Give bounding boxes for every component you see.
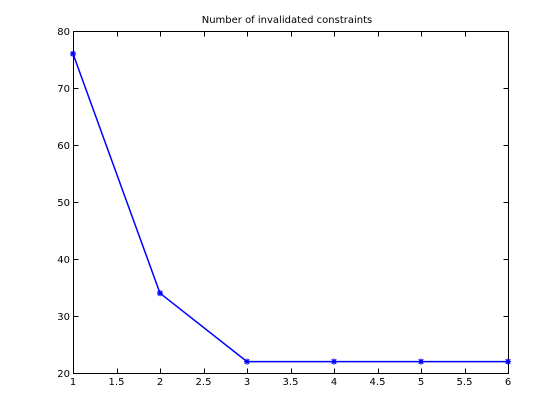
data-point: [157, 290, 163, 297]
plot-area: [73, 31, 509, 374]
x-tick: 5: [418, 31, 424, 388]
x-tick: 1.5: [109, 31, 125, 388]
x-tick: 3.5: [283, 31, 299, 388]
x-tick-label: 4: [331, 377, 337, 388]
y-tick: 30: [57, 312, 509, 323]
data-point: [418, 358, 424, 365]
y-tick: 20: [57, 369, 509, 380]
y-tick: 50: [57, 198, 509, 209]
y-tick-label: 60: [57, 141, 70, 152]
chart-title: Number of invalidated constraints: [202, 15, 373, 26]
x-tick: 2.5: [196, 31, 212, 388]
y-tick-label: 70: [57, 84, 70, 95]
y-axis: 20 30 40 50 60 70 80: [57, 27, 509, 380]
data-point: [331, 358, 337, 365]
y-tick-label: 30: [57, 312, 70, 323]
y-tick-label: 40: [57, 255, 70, 266]
x-tick-label: 1: [70, 377, 76, 388]
x-tick-label: 5: [418, 377, 424, 388]
x-tick: 4: [331, 31, 337, 388]
y-tick: 40: [57, 255, 509, 266]
x-tick-label: 3.5: [283, 377, 299, 388]
x-tick-label: 2: [157, 377, 163, 388]
x-tick-label: 6: [505, 377, 511, 388]
x-tick-label: 2.5: [196, 377, 212, 388]
x-tick-label: 1.5: [109, 377, 125, 388]
x-tick: 5.5: [457, 31, 473, 388]
series-layer: [70, 50, 511, 365]
x-tick-label: 5.5: [457, 377, 473, 388]
data-point: [70, 50, 76, 57]
x-tick: 3: [244, 31, 250, 388]
x-tick-label: 3: [244, 377, 250, 388]
x-tick: 6: [505, 31, 511, 388]
x-axis: 1 1.5 2 2.5 3 3.5 4 4.5 5 5.5 6: [70, 31, 511, 388]
y-tick: 60: [57, 141, 509, 152]
data-point: [505, 358, 511, 365]
x-tick-label: 4.5: [370, 377, 386, 388]
data-point: [244, 358, 250, 365]
y-tick-label: 20: [57, 369, 70, 380]
x-tick: 2: [157, 31, 163, 388]
series-line: [72, 53, 508, 363]
y-tick-label: 50: [57, 198, 70, 209]
x-tick: 1: [70, 31, 76, 388]
y-tick-label: 80: [57, 27, 70, 38]
y-tick: 80: [57, 27, 509, 38]
x-tick: 4.5: [370, 31, 386, 388]
y-tick: 70: [57, 84, 509, 95]
